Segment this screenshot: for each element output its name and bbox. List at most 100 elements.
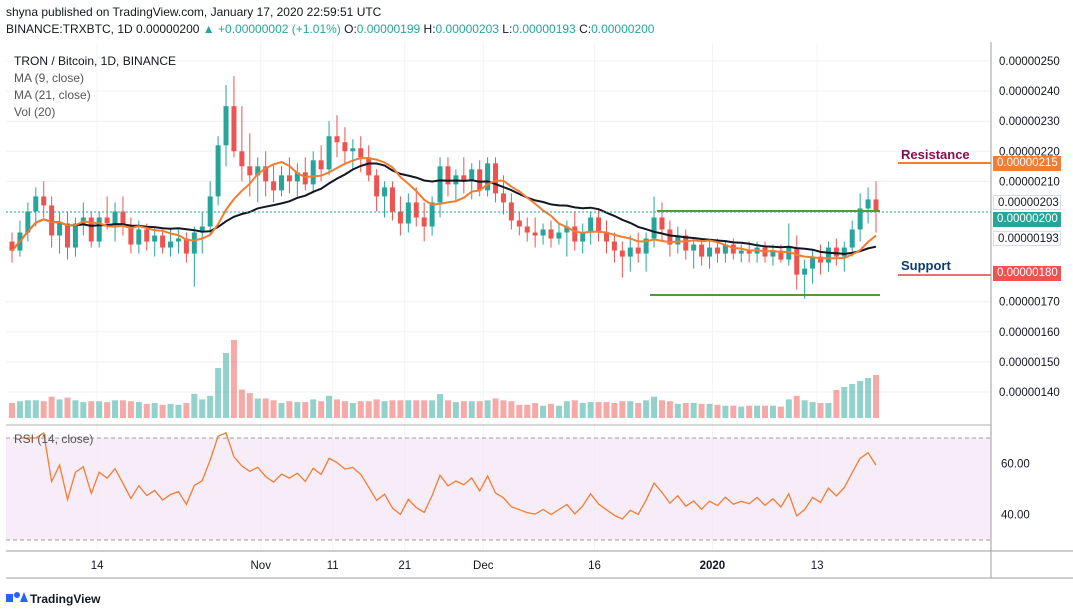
candle-body bbox=[461, 175, 467, 182]
candle-body bbox=[627, 247, 633, 257]
volume-bar bbox=[80, 402, 87, 418]
volume-bar bbox=[207, 395, 214, 418]
time-axis: 14 Nov 11 21 Dec 16 2020 13 bbox=[91, 560, 824, 572]
candle-body bbox=[223, 106, 229, 146]
candle-body bbox=[57, 223, 63, 236]
candle-body bbox=[366, 157, 372, 176]
footer-brand[interactable]: TradingView bbox=[30, 591, 101, 606]
volume-bar bbox=[333, 399, 340, 418]
volume-bar bbox=[730, 405, 737, 418]
rsi-band bbox=[6, 438, 991, 540]
volume-bar bbox=[714, 404, 721, 418]
volume-bar bbox=[270, 400, 277, 418]
chart-title: TRON / Bitcoin, 1D, BINANCE bbox=[14, 54, 177, 68]
volume-bar bbox=[112, 400, 119, 418]
candle-body bbox=[247, 166, 253, 176]
candle-body bbox=[873, 199, 879, 212]
volume-bar bbox=[722, 405, 729, 418]
candle-body bbox=[485, 163, 491, 191]
volume-bar bbox=[191, 394, 198, 418]
candle-body bbox=[120, 211, 126, 227]
ma21-legend[interactable]: MA (21, close) bbox=[14, 88, 91, 102]
candle-body bbox=[786, 247, 792, 260]
candle-body bbox=[508, 202, 514, 221]
volume-bar bbox=[215, 368, 222, 418]
candle-body bbox=[493, 163, 499, 194]
volume-bar bbox=[32, 400, 39, 418]
candle-body bbox=[199, 226, 205, 233]
candle-body bbox=[255, 166, 261, 176]
candle-body bbox=[72, 223, 78, 248]
candle-body bbox=[841, 247, 847, 257]
candle-body bbox=[88, 217, 94, 242]
volume-bar bbox=[238, 389, 245, 418]
volume-bar bbox=[16, 401, 23, 418]
candle-body bbox=[9, 241, 15, 251]
volume-bar bbox=[754, 405, 761, 418]
high-value: 0.00000203 bbox=[435, 22, 499, 36]
volume-bar bbox=[825, 403, 832, 418]
candle-body bbox=[833, 247, 839, 257]
candle-body bbox=[96, 217, 102, 242]
rsi-legend[interactable]: RSI (14, close) bbox=[14, 432, 94, 446]
volume-legend[interactable]: Vol (20) bbox=[14, 105, 56, 119]
candle-body bbox=[128, 226, 134, 245]
publish-info: shyna published on TradingView.com, Janu… bbox=[6, 5, 382, 19]
volume-bar bbox=[555, 405, 562, 418]
candle-body bbox=[152, 235, 158, 242]
volume-bar bbox=[500, 400, 507, 418]
volume-bar bbox=[484, 400, 491, 418]
close-value: 0.00000200 bbox=[591, 22, 655, 36]
volume-bar bbox=[135, 402, 142, 418]
rsi-tick-label: 40.00 bbox=[1001, 510, 1030, 522]
volume-bar bbox=[56, 399, 63, 418]
volume-bar bbox=[357, 401, 364, 418]
candle-body bbox=[825, 247, 831, 263]
candle-body bbox=[350, 148, 356, 152]
candle-body bbox=[302, 172, 308, 185]
candle-body bbox=[175, 238, 181, 242]
volume-bar bbox=[254, 398, 261, 418]
candle-body bbox=[500, 193, 506, 203]
volume-bar bbox=[452, 402, 459, 418]
volume-bar bbox=[587, 402, 594, 418]
candle-body bbox=[342, 142, 348, 152]
volume-bar bbox=[104, 402, 111, 418]
volume-bar bbox=[302, 402, 309, 418]
candle-body bbox=[215, 145, 221, 197]
volume-bar bbox=[9, 403, 15, 418]
candle-body bbox=[770, 250, 776, 257]
candle-body bbox=[516, 220, 522, 227]
candle-body bbox=[207, 196, 213, 227]
volume-bar bbox=[762, 405, 769, 418]
volume-bar bbox=[849, 384, 856, 418]
volume-bar bbox=[817, 403, 824, 418]
candle-body bbox=[849, 229, 855, 248]
tradingview-logo-icon bbox=[6, 590, 28, 607]
candle-body bbox=[683, 235, 689, 251]
volume-bar bbox=[48, 396, 55, 418]
price-tick-label: 0.00000170 bbox=[999, 297, 1060, 309]
candle-body bbox=[667, 229, 673, 245]
candle-body bbox=[168, 241, 174, 248]
volume-bar bbox=[508, 401, 515, 418]
ma9-legend[interactable]: MA (9, close) bbox=[14, 71, 85, 85]
candle-body bbox=[263, 166, 269, 182]
price-axis: 0.00000250 0.00000240 0.00000230 0.00000220… bbox=[999, 56, 1060, 399]
volume-bar bbox=[64, 397, 71, 418]
candle-body bbox=[239, 151, 245, 167]
price-tick-label: 0.00000220 bbox=[999, 146, 1060, 158]
volume-bar bbox=[230, 340, 237, 418]
candle-body bbox=[596, 217, 602, 233]
time-tick-label: Dec bbox=[473, 560, 494, 572]
volume-bar bbox=[151, 403, 158, 418]
volume-bar bbox=[405, 400, 412, 418]
time-tick-label: 11 bbox=[327, 560, 339, 572]
volume-bar bbox=[563, 401, 570, 418]
low-value: 0.00000193 bbox=[512, 22, 576, 36]
volume-bar bbox=[246, 393, 253, 418]
candle-body bbox=[33, 196, 39, 212]
volume-bar bbox=[40, 401, 47, 418]
candle-body bbox=[572, 226, 578, 242]
